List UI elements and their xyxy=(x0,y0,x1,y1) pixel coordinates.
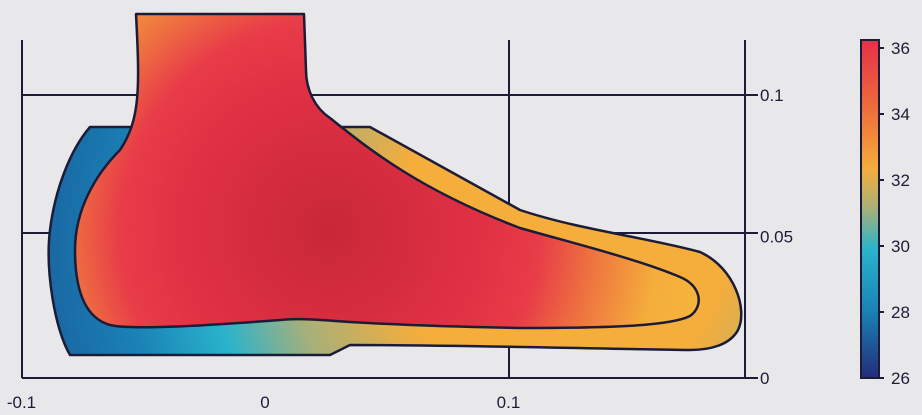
colorbar-tick-label: 28 xyxy=(891,303,910,322)
y-axis-ticks: 0 0.05 0.1 xyxy=(760,86,793,388)
colorbar-tick-label: 30 xyxy=(891,237,910,256)
y-tick-label: 0.05 xyxy=(760,228,793,247)
y-tick-label: 0.1 xyxy=(760,86,784,105)
foot-region xyxy=(73,12,700,330)
x-tick-label: 0.1 xyxy=(497,393,521,412)
x-axis-ticks: -0.1 0 0.1 xyxy=(7,393,520,412)
colorbar-tick-label: 32 xyxy=(891,171,910,190)
x-tick-label: 0 xyxy=(260,393,269,412)
colorbar xyxy=(860,39,880,379)
x-tick-label: -0.1 xyxy=(7,393,36,412)
colorbar-tick-label: 36 xyxy=(891,39,910,58)
colorbar-tick-label: 26 xyxy=(891,369,910,388)
colorbar-tick-label: 34 xyxy=(891,105,910,124)
y-tick-label: 0 xyxy=(760,369,769,388)
colorbar-ticks: 26 28 30 32 34 36 xyxy=(879,39,910,388)
